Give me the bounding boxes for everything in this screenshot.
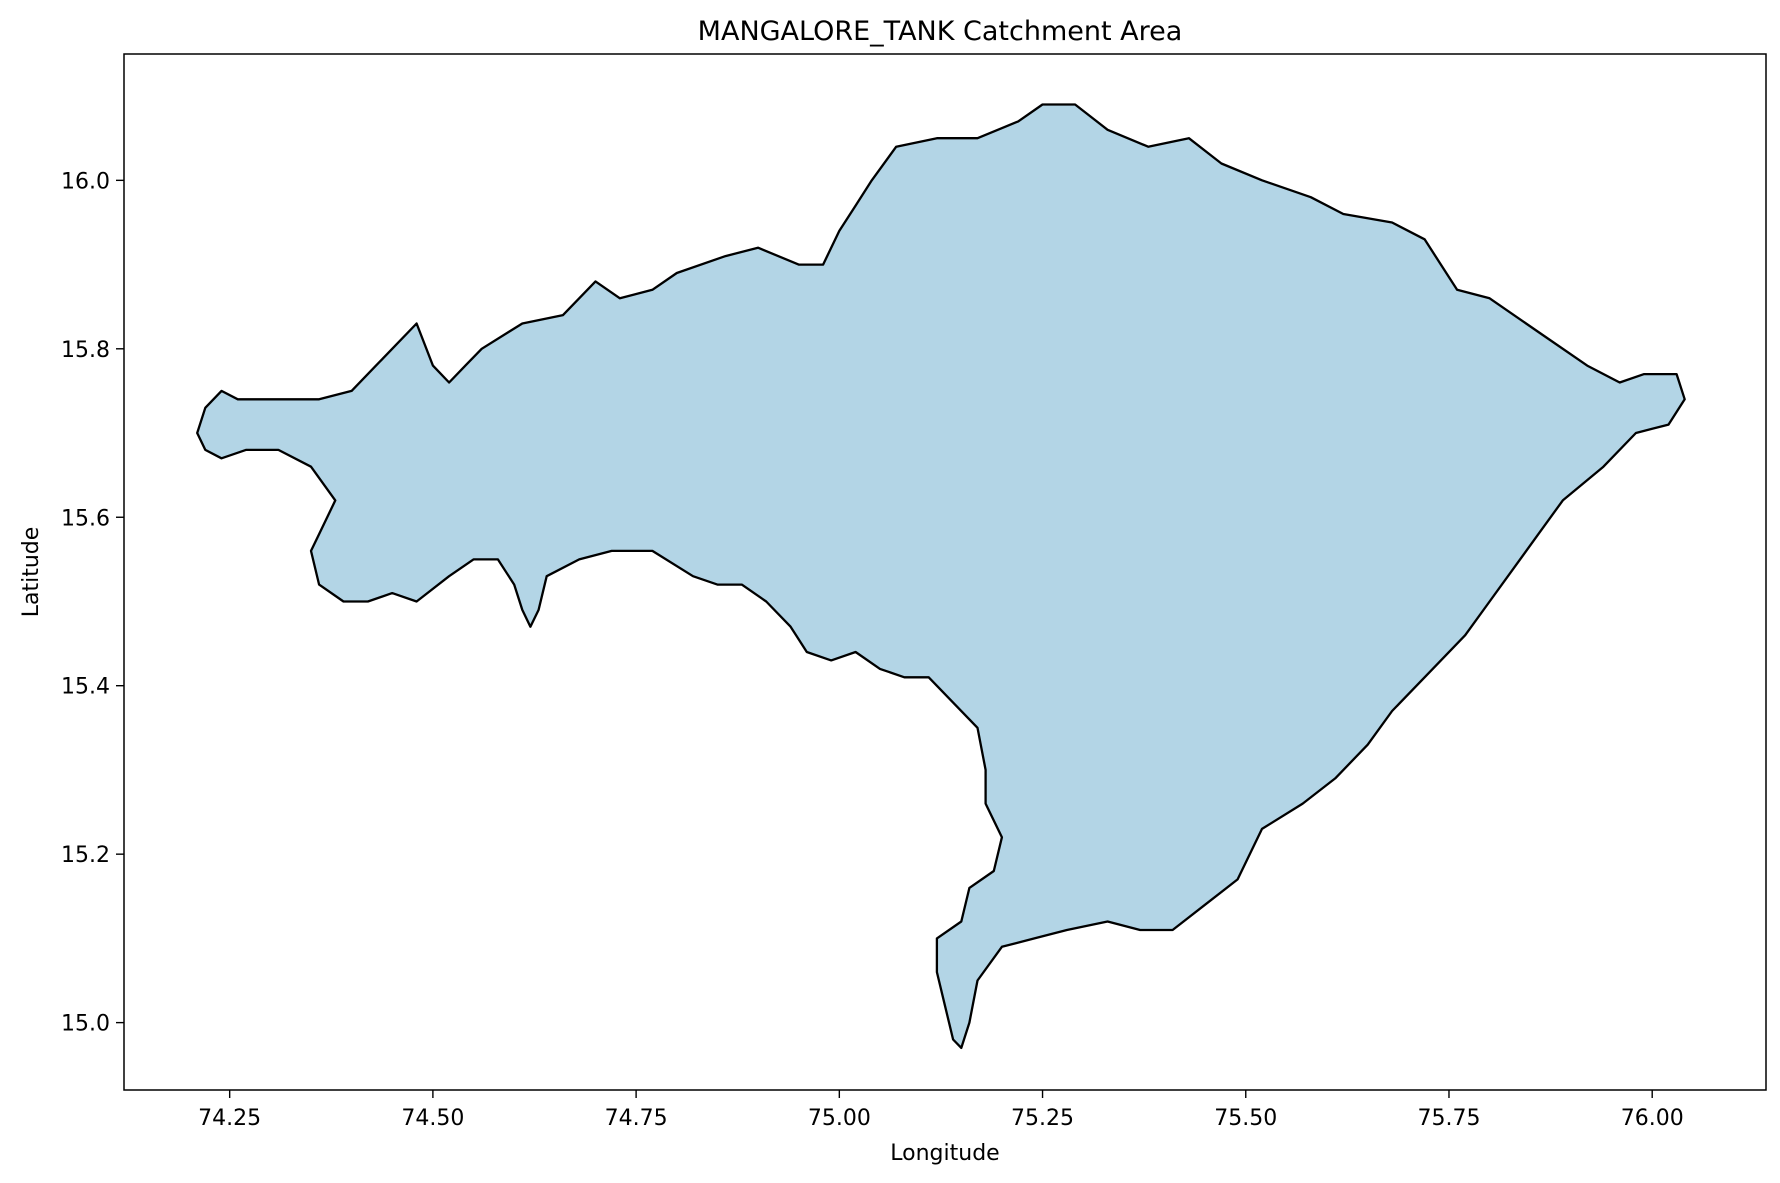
y-tick-label: 15.0 <box>61 1012 110 1037</box>
x-tick-label: 75.25 <box>1011 1106 1074 1131</box>
x-tick-label: 76.00 <box>1621 1106 1684 1131</box>
y-tick-label: 15.4 <box>61 675 110 700</box>
x-tick-label: 74.25 <box>198 1106 261 1131</box>
x-axis-ticks: 74.25 74.50 74.75 75.00 75.25 75.50 75.75 76.00 <box>198 1090 1684 1131</box>
x-tick-label: 75.00 <box>808 1106 871 1131</box>
y-tick-label: 15.6 <box>61 506 110 531</box>
x-tick-label: 75.75 <box>1417 1106 1480 1131</box>
x-tick-label: 75.50 <box>1214 1106 1277 1131</box>
y-axis-ticks: 15.0 15.2 15.4 15.6 15.8 16.0 <box>61 169 124 1037</box>
x-tick-label: 74.50 <box>401 1106 464 1131</box>
chart-title: MANGALORE_TANK Catchment Area <box>698 16 1183 47</box>
plot-area <box>196 103 1686 1050</box>
x-tick-label: 74.75 <box>605 1106 668 1131</box>
catchment-polygon <box>196 103 1686 1050</box>
y-tick-label: 15.8 <box>61 338 110 363</box>
y-tick-label: 15.2 <box>61 843 110 868</box>
y-axis-label: Latitude <box>19 527 44 618</box>
y-tick-label: 16.0 <box>61 169 110 194</box>
axes-frame <box>123 53 1767 1091</box>
x-axis-label: Longitude <box>890 1141 999 1166</box>
